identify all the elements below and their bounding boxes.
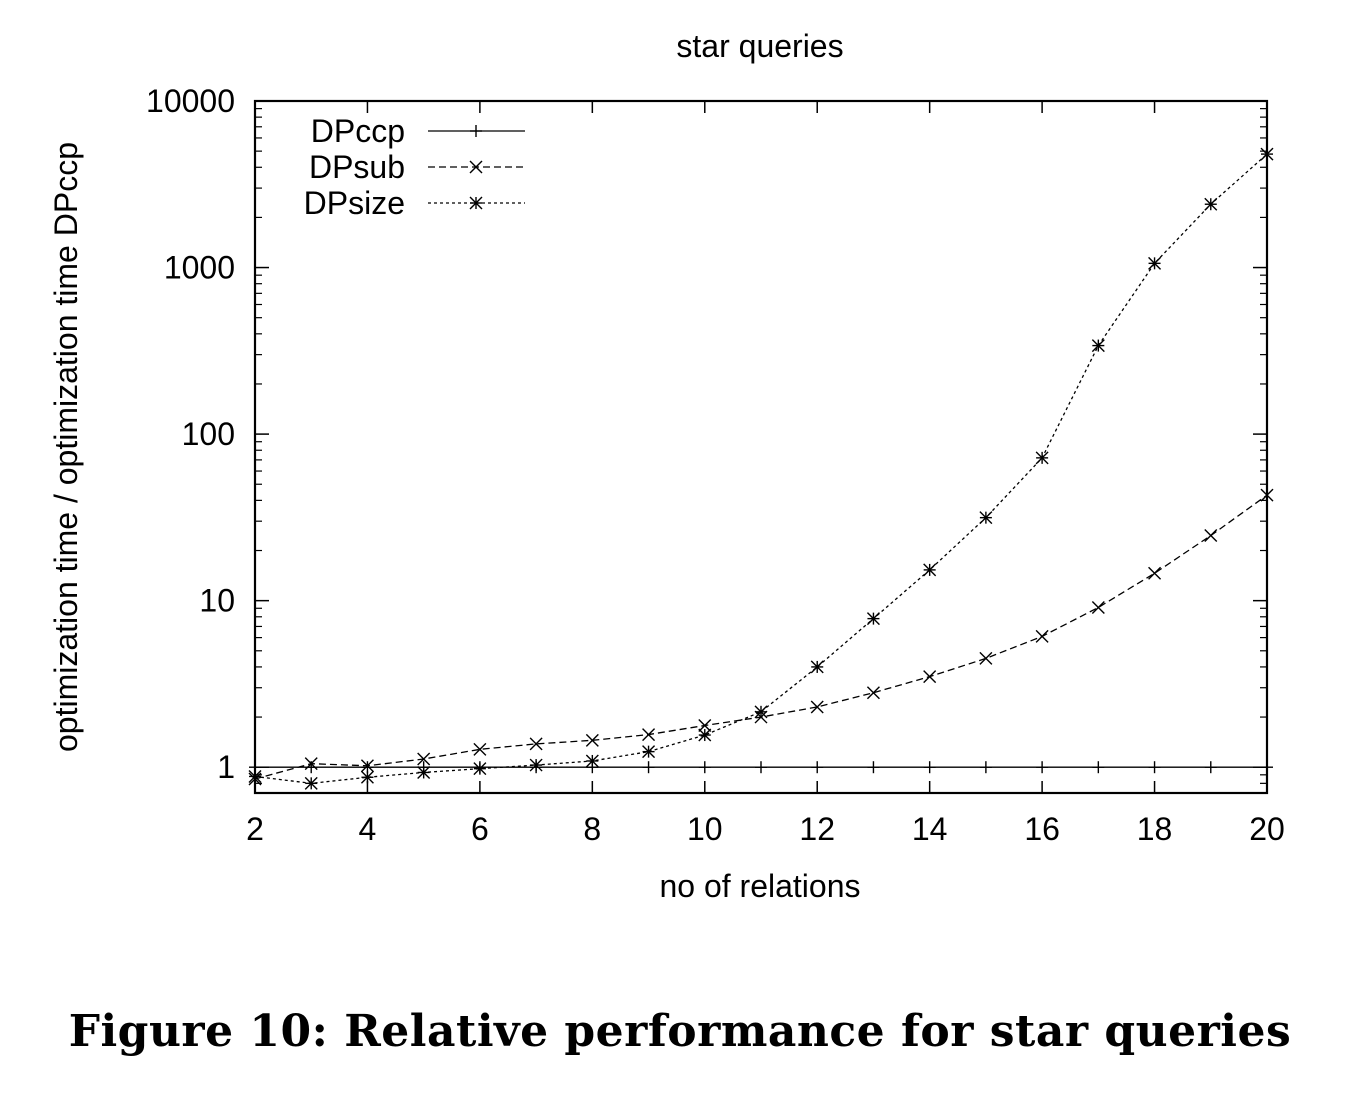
x-tick-label: 14 bbox=[912, 811, 948, 847]
x-tick-label: 6 bbox=[471, 811, 489, 847]
x-tick-label: 18 bbox=[1137, 811, 1173, 847]
y-tick-label: 1000 bbox=[164, 250, 235, 286]
data-point bbox=[698, 718, 712, 732]
data-point bbox=[360, 759, 374, 773]
figure-caption: Figure 10: Relative performance for star… bbox=[68, 1006, 1292, 1057]
y-tick-label: 1 bbox=[217, 749, 235, 785]
data-point bbox=[1092, 761, 1105, 774]
data-point bbox=[470, 125, 482, 137]
y-tick-label: 100 bbox=[182, 416, 235, 452]
series-line bbox=[254, 153, 1268, 784]
data-point bbox=[1148, 256, 1162, 270]
data-point bbox=[1148, 566, 1162, 580]
data-point bbox=[529, 737, 543, 751]
data-point bbox=[979, 761, 992, 774]
data-point bbox=[361, 761, 374, 774]
data-point bbox=[1204, 197, 1218, 211]
data-point bbox=[810, 660, 824, 674]
data-point bbox=[867, 761, 880, 774]
plot-frame bbox=[253, 99, 1269, 795]
data-point bbox=[248, 769, 262, 783]
x-tick-label: 10 bbox=[687, 811, 723, 847]
data-point bbox=[1204, 761, 1217, 774]
x-tick-label: 16 bbox=[1024, 811, 1060, 847]
series-line bbox=[254, 494, 1268, 780]
x-tick-label: 4 bbox=[359, 811, 377, 847]
data-point bbox=[417, 765, 431, 779]
series-group bbox=[248, 147, 1274, 790]
data-point bbox=[923, 670, 937, 684]
data-point bbox=[866, 686, 880, 700]
data-point bbox=[529, 758, 543, 772]
y-tick-label: 10000 bbox=[146, 83, 235, 119]
data-point bbox=[811, 761, 824, 774]
legend-label: DPccp bbox=[311, 113, 405, 149]
data-point bbox=[754, 705, 768, 719]
legend-label: DPsub bbox=[309, 149, 405, 185]
data-point bbox=[473, 742, 487, 756]
data-point bbox=[1260, 488, 1274, 502]
data-point bbox=[810, 700, 824, 714]
data-point bbox=[1204, 529, 1218, 543]
data-point bbox=[1148, 761, 1161, 774]
x-axis-label: no of relations bbox=[659, 868, 860, 904]
data-point bbox=[469, 196, 483, 210]
data-point bbox=[698, 761, 711, 774]
data-point bbox=[1035, 451, 1049, 465]
series-dpccp bbox=[249, 761, 1273, 774]
data-point bbox=[698, 728, 712, 742]
series-dpsize bbox=[248, 147, 1274, 790]
series-dpsub bbox=[248, 488, 1274, 786]
data-point bbox=[1261, 761, 1273, 774]
y-tick-label: 10 bbox=[199, 583, 235, 619]
data-point bbox=[979, 511, 993, 525]
data-point bbox=[1260, 147, 1274, 161]
data-point bbox=[642, 761, 655, 774]
data-point bbox=[755, 761, 767, 774]
data-point bbox=[923, 563, 937, 577]
legend-label: DPsize bbox=[304, 185, 405, 221]
data-point bbox=[585, 733, 599, 747]
data-point bbox=[866, 612, 880, 626]
data-point bbox=[417, 752, 431, 766]
data-point bbox=[360, 770, 374, 784]
data-point bbox=[642, 728, 656, 742]
data-point bbox=[1091, 339, 1105, 353]
data-point bbox=[923, 761, 936, 774]
data-point bbox=[1036, 761, 1049, 774]
x-tick-label: 8 bbox=[583, 811, 601, 847]
x-tick-label: 12 bbox=[799, 811, 835, 847]
x-tick-label: 2 bbox=[246, 811, 264, 847]
data-point bbox=[1035, 629, 1049, 643]
data-point bbox=[1091, 600, 1105, 614]
data-point bbox=[469, 160, 483, 174]
data-point bbox=[585, 754, 599, 768]
y-axis-label: optimization time / optimization time DP… bbox=[48, 142, 84, 752]
data-point bbox=[642, 745, 656, 759]
chart-title: star queries bbox=[676, 28, 843, 64]
axis-ticks: 2 4 6 8 10 12 14 16 18 20 1 10 100 1000 10000 bbox=[146, 83, 1285, 847]
x-tick-label: 20 bbox=[1249, 811, 1285, 847]
data-point bbox=[304, 776, 318, 790]
data-point bbox=[979, 651, 993, 665]
data-point bbox=[304, 757, 318, 771]
data-point bbox=[473, 762, 487, 776]
